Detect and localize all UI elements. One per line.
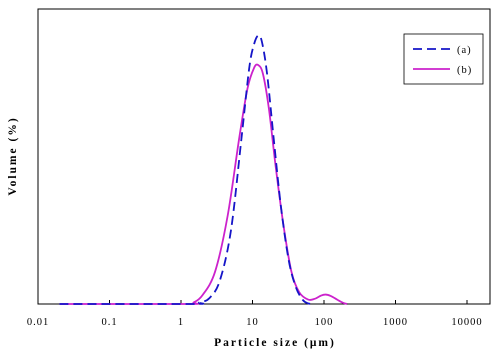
series-line-b [59,63,348,305]
x-tick-label: 1000 [383,317,408,328]
x-tick-label: 0.01 [27,317,49,328]
x-axis-tick-labels: 0.01 0.1 1 10 100 1000 10000 [27,317,482,328]
plot-frame [37,8,491,305]
legend: (a) (b) [403,33,484,85]
x-axis-title: Particle size (μm) [214,337,336,349]
series-line-a [59,34,314,305]
x-tick-label: 10 [246,317,259,328]
x-tick-label: 1 [178,317,184,328]
legend-label-a: (a) [457,45,472,56]
legend-label-b: (b) [457,65,472,76]
x-tick-label: 10000 [451,317,482,328]
y-axis-title: Volume (%) [7,116,19,195]
x-tick-label: 100 [315,317,334,328]
x-tick-label: 0.1 [101,317,117,328]
series-layer [59,34,348,305]
legend-box [403,33,484,85]
